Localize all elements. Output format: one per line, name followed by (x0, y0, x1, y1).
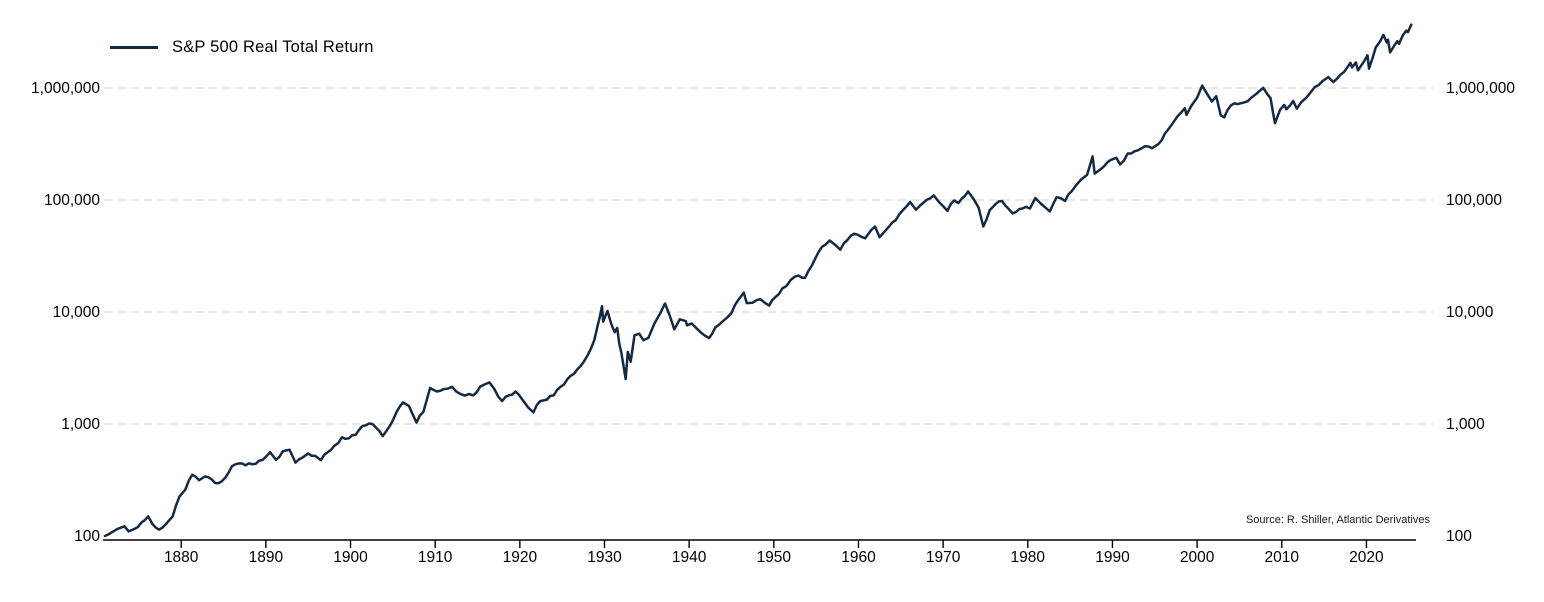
x-axis-tick-label: 1940 (671, 549, 707, 566)
legend-label: S&P 500 Real Total Return (172, 37, 374, 56)
x-axis-tick-label: 1920 (502, 549, 538, 566)
y-axis-tick-label-left: 10,000 (52, 303, 100, 321)
x-axis-tick-label: 1900 (333, 549, 368, 566)
y-axis-tick-label-left: 1,000,000 (31, 79, 100, 97)
y-axis-tick-label-left: 1,000 (61, 415, 100, 433)
legend-line-swatch (110, 45, 158, 49)
y-axis-tick-label-right: 100 (1446, 527, 1472, 545)
x-axis-tick-label: 2020 (1349, 549, 1384, 566)
x-axis-tick-label: 1890 (248, 549, 284, 566)
y-axis-tick-label-right: 1,000,000 (1446, 79, 1515, 97)
y-axis-tick-label-right: 100,000 (1446, 191, 1503, 209)
x-axis-tick-label: 2000 (1179, 549, 1215, 566)
series-line (103, 23, 1413, 538)
x-axis-tick-label: 1930 (587, 549, 622, 566)
x-axis-tick-label: 2010 (1264, 549, 1299, 566)
x-axis-tick-label: 1960 (841, 549, 876, 566)
x-axis-tick-label: 1950 (756, 549, 792, 566)
x-axis-tick-label: 1880 (163, 549, 199, 566)
x-axis-tick-label: 1970 (925, 549, 961, 566)
legend: S&P 500 Real Total Return (110, 36, 374, 58)
y-axis-tick-label-left: 100,000 (43, 191, 100, 209)
y-axis-tick-label-right: 1,000 (1446, 415, 1485, 433)
y-axis-tick-label-right: 10,000 (1446, 303, 1494, 321)
x-axis-tick-label: 1980 (1010, 549, 1046, 566)
x-axis-tick-label: 1990 (1095, 549, 1130, 566)
source-credit: Source: R. Shiller, Atlantic Derivatives (1245, 514, 1430, 526)
x-axis-tick-label: 1910 (417, 549, 453, 566)
y-axis-tick-label-left: 100 (74, 527, 100, 545)
